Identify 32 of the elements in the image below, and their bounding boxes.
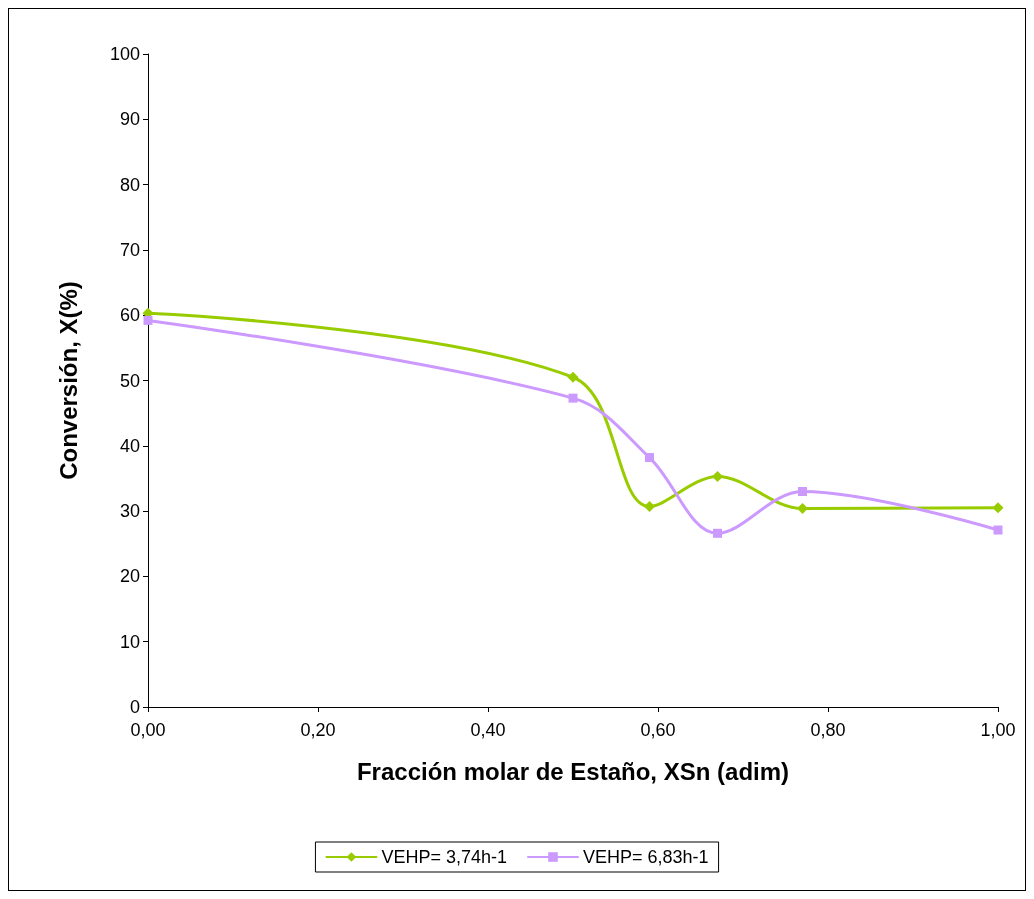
point xyxy=(993,525,1003,535)
y-tick-label: 70 xyxy=(119,239,140,260)
point xyxy=(798,487,807,497)
y-tick-label: 10 xyxy=(119,631,140,652)
point xyxy=(645,453,654,463)
point xyxy=(143,315,153,325)
y-tick-label: 30 xyxy=(119,501,140,522)
x-axis-title: Fracción molar de Estaño, XSn (adim) xyxy=(356,757,790,785)
point xyxy=(712,470,723,482)
x-tick-label: 0,40 xyxy=(470,720,506,740)
y-tick-label: 50 xyxy=(119,370,140,391)
x-tick-label: 0,80 xyxy=(810,720,846,740)
y-tick-label: 90 xyxy=(119,109,140,130)
point xyxy=(568,393,578,403)
legend-label: VEHP= 3,74h-1 xyxy=(381,847,507,867)
point xyxy=(992,502,1004,514)
legend-label: VEHP= 6,83h-1 xyxy=(583,847,709,867)
y-tick-label: 60 xyxy=(119,305,140,326)
x-tick-label: 0,20 xyxy=(300,720,336,740)
y-axis-title: Conversión, X(%) xyxy=(54,281,82,480)
x-tick-label: 0,00 xyxy=(130,720,166,740)
point xyxy=(567,371,579,383)
y-tick-label: 0 xyxy=(129,697,140,717)
point xyxy=(644,501,655,513)
y-tick-label: 20 xyxy=(119,566,140,587)
x-tick-label: 0,60 xyxy=(640,720,676,740)
y-tick-label: 40 xyxy=(119,435,140,456)
point xyxy=(713,528,722,538)
y-tick-label: 100 xyxy=(109,44,140,64)
y-tick-label: 80 xyxy=(119,174,140,195)
x-tick-label: 1,00 xyxy=(980,720,1016,740)
point xyxy=(797,502,808,514)
